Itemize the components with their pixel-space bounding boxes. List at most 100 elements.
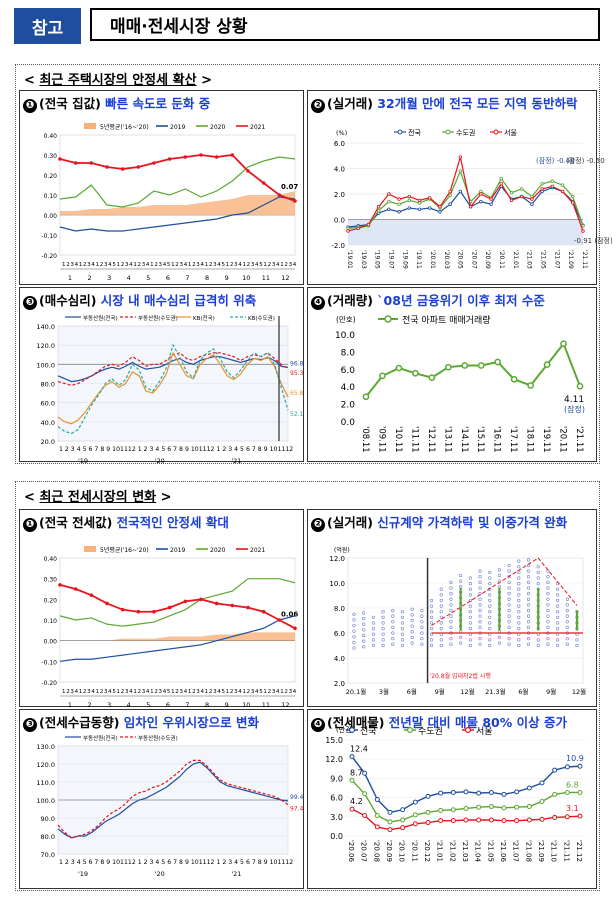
series-point: [488, 817, 494, 823]
legend-label: 수도권: [418, 725, 443, 737]
scatter-point: [565, 603, 569, 607]
scatter-point: [439, 610, 443, 614]
series-point: [489, 197, 493, 201]
series-point: [501, 805, 507, 811]
negative-band: [348, 219, 583, 245]
scatter-point: [400, 615, 405, 619]
x-week-tick: 5: [221, 262, 225, 268]
x-week-tick: 1: [171, 689, 175, 695]
x-tick-label: '14.11: [459, 426, 469, 453]
scatter-point: [468, 615, 472, 619]
x-tick-label: '21.02: [448, 840, 456, 862]
scatter-point: [517, 565, 521, 569]
x-week-tick: 4: [200, 262, 204, 268]
legend-label: 2019: [170, 547, 185, 554]
scatter-point: [362, 639, 366, 643]
x-tick-label: '21.03: [461, 840, 469, 862]
scatter-point: [449, 620, 453, 624]
x-week-tick: 1: [242, 689, 246, 695]
legend-label: 부동산원(전국): [83, 314, 118, 322]
end-annotation: 0.06: [281, 610, 298, 618]
x-week-tick: 2: [175, 689, 179, 695]
x-week-tick: 1: [62, 262, 66, 268]
x-week-tick: 2: [138, 262, 142, 268]
scatter-point: [362, 633, 366, 638]
scatter-point: [449, 592, 453, 596]
scatter-point: [381, 621, 385, 625]
x-week-tick: 4: [293, 262, 297, 268]
y-tick-label: 40.0: [41, 419, 55, 427]
x-tick-label: '20.03: [443, 250, 450, 269]
end-value-label: 97.4: [290, 806, 304, 813]
x-tick-label: '20.01: [429, 250, 436, 269]
legend-label: 부동산원(수도권): [138, 734, 178, 742]
x-tick-label: '21.01: [512, 250, 519, 269]
scatter-point: [526, 620, 531, 624]
x-month-label: 10: [242, 701, 250, 709]
x-tick-label: '21.12: [575, 840, 583, 862]
series-point: [564, 814, 570, 820]
scatter-point: [565, 642, 569, 646]
scatter-point: [575, 638, 579, 642]
y-unit: (만호): [336, 315, 356, 324]
series-point: [448, 193, 452, 197]
scatter-point: [536, 570, 540, 574]
y-tick-label: 10.0: [329, 580, 345, 588]
scatter-point: [526, 637, 531, 641]
series-point: [476, 817, 482, 823]
section-sales-market: < 최근 주택시장의 안정세 확산 > ❶ (전국 집값) 빠른 속도로 둔화 중…: [15, 64, 613, 465]
x-week-tick: 3: [104, 262, 108, 268]
series-point: [277, 193, 282, 197]
x-week-tick: 1: [205, 262, 209, 268]
y-tick-label: -0.10: [41, 233, 57, 240]
scatter-point: [468, 593, 472, 597]
legend-swatch: [84, 546, 96, 552]
series-point: [167, 157, 172, 161]
end-value-label: 10.9: [566, 754, 584, 763]
y-tick-label: 60.0: [41, 400, 55, 408]
scatter-point: [565, 637, 569, 641]
panel-title: ❹ (거래량) `08년 금융위기 이후 최저 수준: [311, 290, 545, 310]
series-line-2020: [59, 156, 296, 208]
scatter-point: [507, 625, 511, 629]
x-week-tick: 1: [263, 262, 267, 268]
x-tick-label: '20.12: [423, 840, 431, 862]
legend-marker: [465, 727, 472, 734]
legend-label: 전국 아파트 매매거래량: [402, 314, 491, 326]
scatter-point: [488, 638, 492, 642]
x-week-tick: 3: [289, 689, 293, 695]
end-value-label: 99.4: [290, 794, 304, 801]
scatter-point: [449, 642, 453, 646]
series-point: [581, 229, 585, 233]
scatter-point: [478, 620, 482, 624]
y-tick-label: 100.0: [36, 361, 55, 369]
series-point: [438, 790, 444, 796]
legend-label: 전국: [360, 726, 377, 737]
scatter-point: [507, 580, 511, 584]
legend-marker: [445, 129, 451, 135]
x-month-label: 9: [225, 274, 229, 282]
x-week-tick: 1: [205, 689, 209, 695]
series-point: [152, 609, 156, 614]
scatter-point: [449, 603, 453, 607]
x-week-tick: 2: [284, 262, 288, 268]
scatter-point: [439, 587, 443, 591]
y-tick-label: -0.20: [41, 253, 57, 260]
legend-swatch: [84, 123, 96, 129]
x-week-tick: 2: [66, 689, 70, 695]
x-week-tick: 1: [150, 689, 154, 695]
y-tick-label: 4.0: [334, 655, 345, 663]
x-tick-label: 9월: [546, 687, 556, 696]
series-point: [458, 169, 463, 173]
series-point: [530, 197, 534, 201]
x-month-label: 6: [166, 274, 170, 282]
scatter-point: [526, 592, 531, 596]
scatter-point: [400, 632, 405, 636]
series-point: [277, 618, 282, 622]
y-tick-label: 0.00: [44, 213, 58, 220]
scatter-point: [400, 643, 405, 648]
series-point: [489, 202, 493, 206]
series-point: [552, 814, 558, 820]
y-tick-label: 0.30: [44, 153, 58, 160]
series-point: [89, 161, 94, 165]
